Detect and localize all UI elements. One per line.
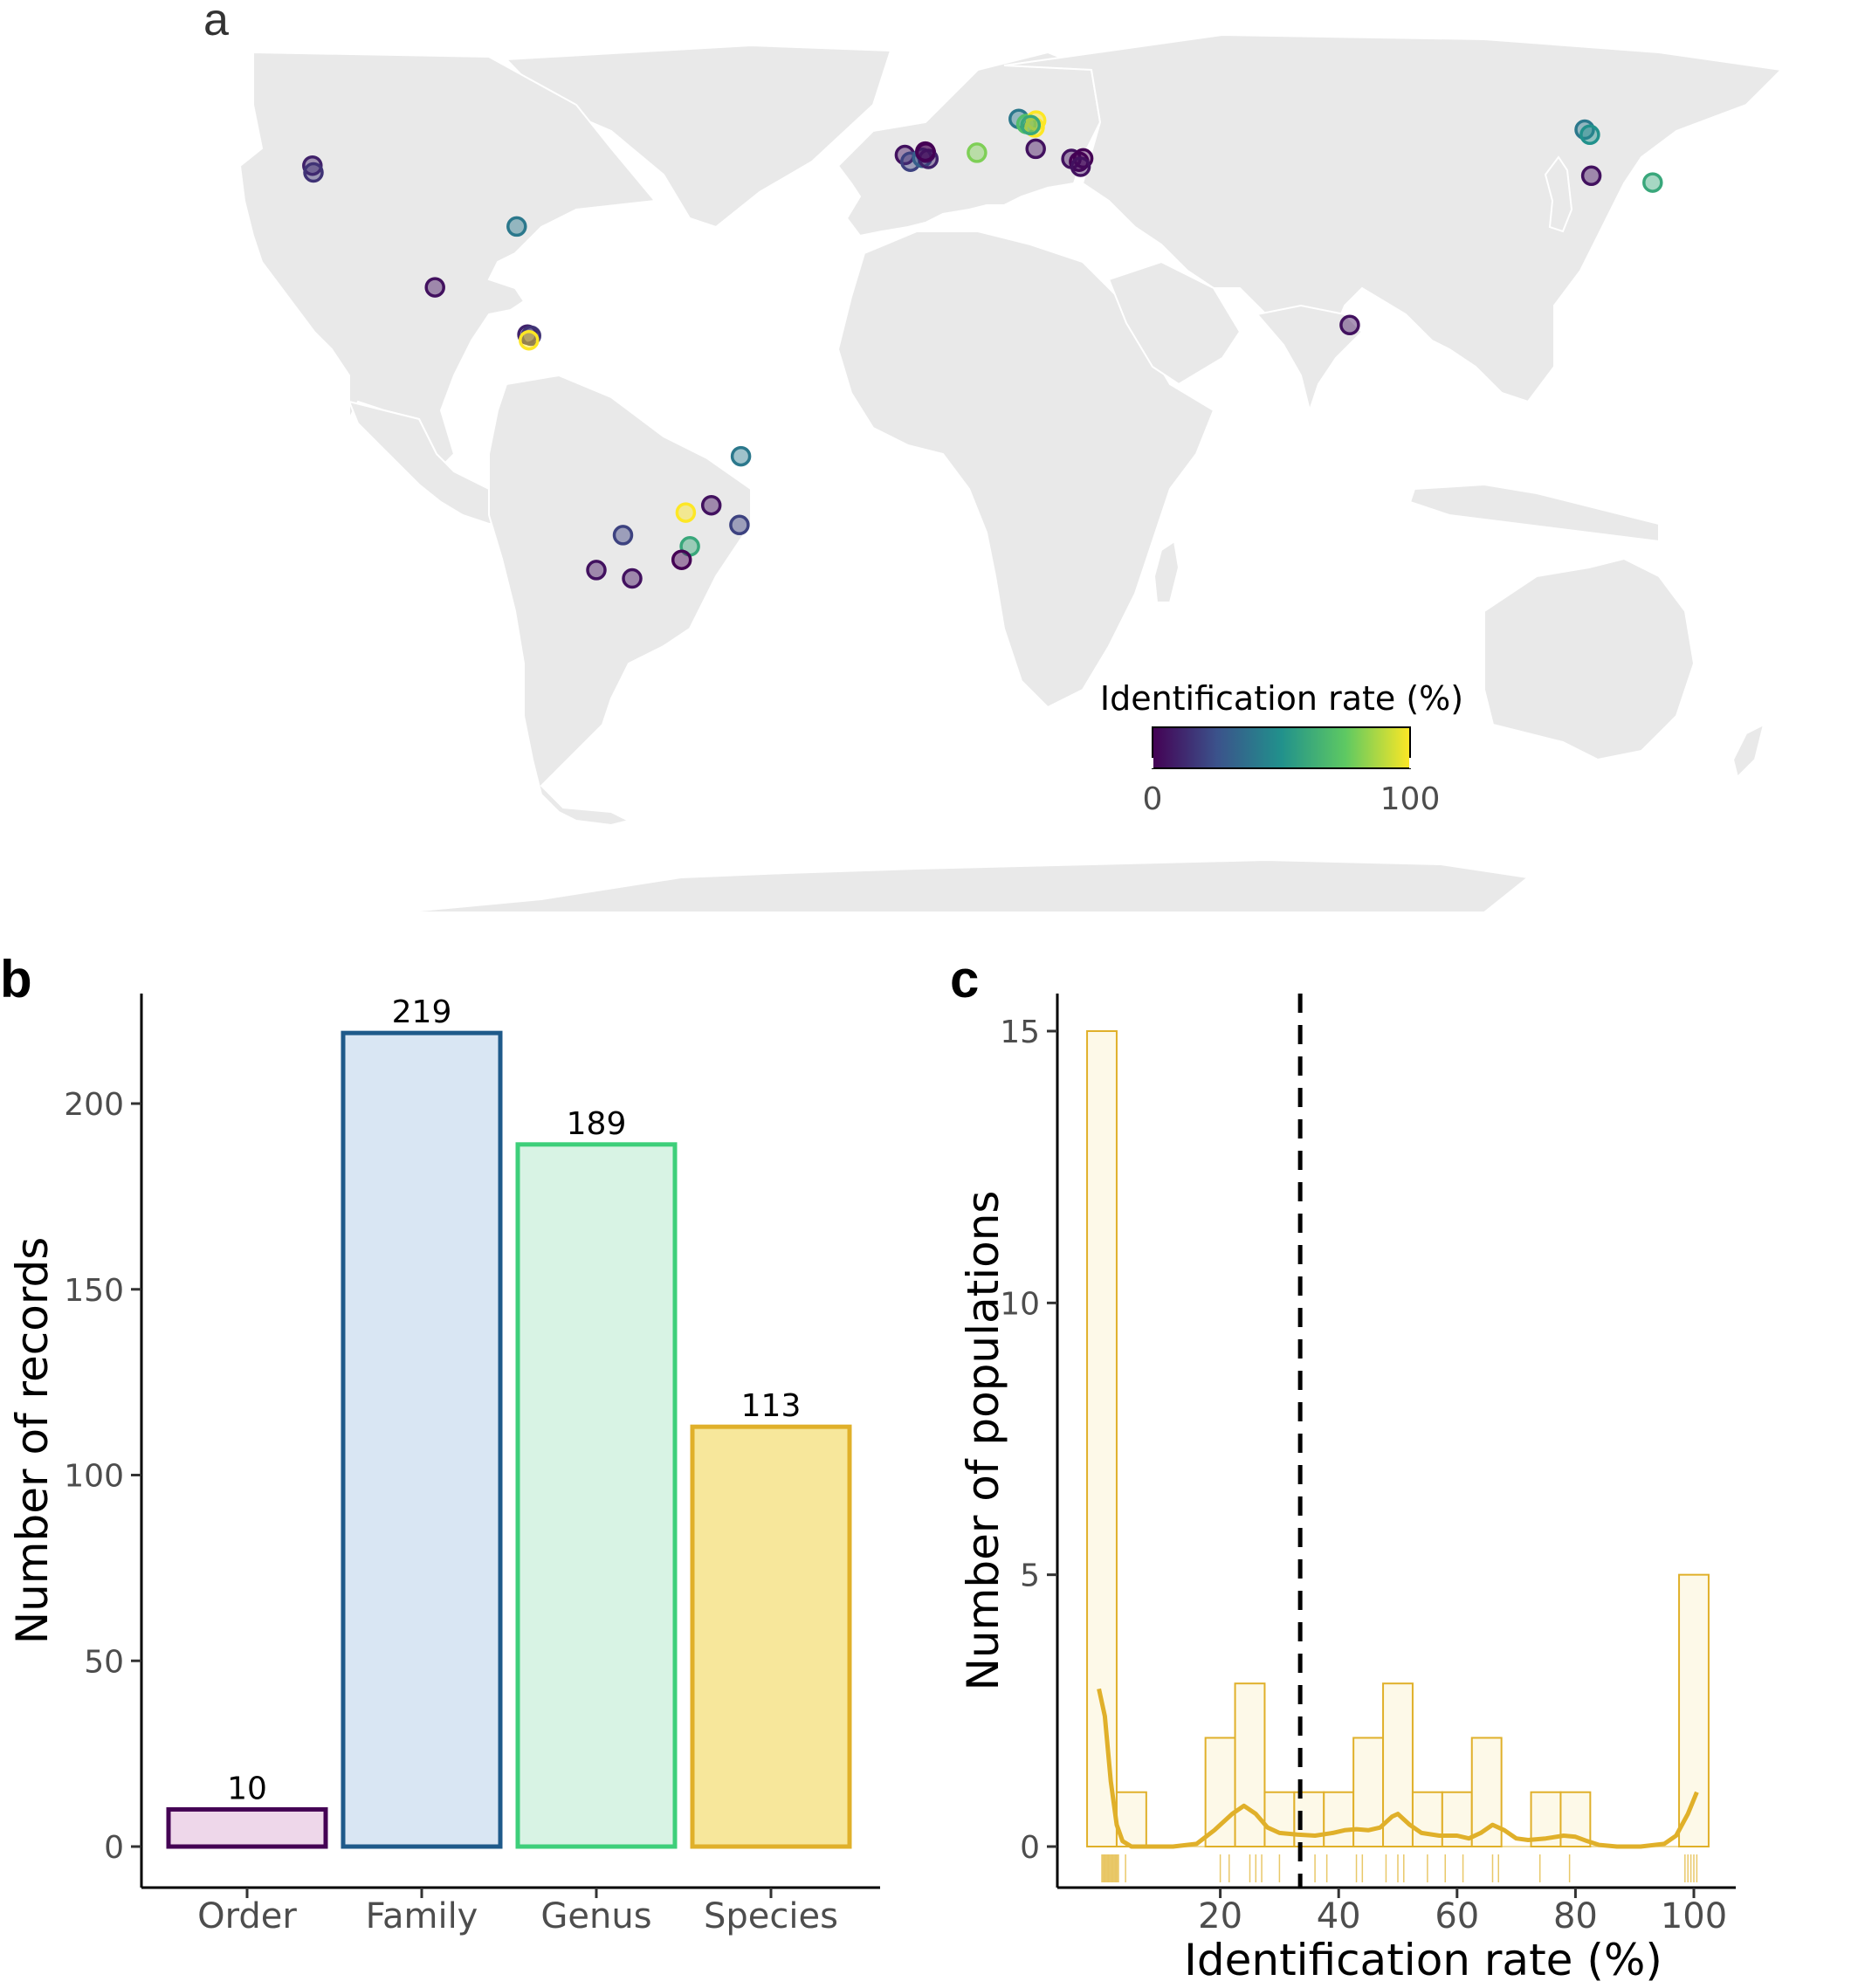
- x-tick-label-c: 40: [1317, 1896, 1361, 1936]
- y-axis-title-b: Number of records: [7, 1237, 58, 1645]
- histogram-bin: [1411, 1791, 1443, 1848]
- map-point: [302, 155, 323, 176]
- x-tick-label-b: Species: [704, 1896, 838, 1936]
- land-new-zealand: [1731, 723, 1765, 779]
- colorbar-max-label: 100: [1380, 781, 1441, 817]
- x-tick-label-c: 80: [1553, 1896, 1598, 1936]
- y-tick-label-c: 0: [1020, 1830, 1040, 1866]
- map-point: [612, 525, 634, 546]
- bar-order: [166, 1806, 328, 1849]
- y-tick-label-b: 200: [64, 1087, 124, 1123]
- map-point: [1580, 165, 1602, 187]
- map-point: [915, 141, 936, 162]
- bar-value-label: 189: [567, 1106, 627, 1142]
- map-point: [586, 560, 607, 581]
- histogram-bin: [1263, 1791, 1296, 1848]
- map-point: [1579, 124, 1600, 146]
- y-tick-label-b: 150: [64, 1273, 124, 1309]
- histogram-bin: [1678, 1573, 1710, 1847]
- rug-marks: [1101, 1854, 1698, 1882]
- map-point: [967, 142, 987, 163]
- histogram-panel: c Number of populations Identification r…: [950, 950, 1736, 1985]
- land-europe: [836, 51, 1102, 237]
- x-axis-title-c: Identification rate (%): [1184, 1935, 1662, 1985]
- y-axis-title-c: Number of populations: [958, 1191, 1008, 1691]
- map-point: [622, 568, 643, 589]
- panel-label-a: a: [203, 0, 229, 45]
- y-tick-label-b: 50: [84, 1644, 124, 1680]
- land-india: [1256, 304, 1364, 414]
- map-point: [1070, 156, 1091, 177]
- bar-value-label: 10: [227, 1771, 267, 1806]
- land-north-america: [238, 51, 657, 464]
- colorbar: [1152, 726, 1411, 769]
- map-point: [1020, 114, 1042, 136]
- map-point: [730, 445, 752, 467]
- world-land-masses: [238, 33, 1784, 913]
- bar-value-label: 219: [392, 994, 452, 1030]
- land-indonesia: [1408, 483, 1660, 543]
- land-madagascar: [1153, 540, 1180, 603]
- map-panel: a: [203, 0, 1784, 913]
- bar-species: [690, 1424, 852, 1849]
- map-point: [506, 216, 527, 237]
- map-point: [671, 549, 692, 570]
- panel-label-b: b: [0, 950, 32, 1008]
- density-curve: [1097, 1688, 1699, 1849]
- land-japan: [1544, 155, 1573, 233]
- axis-ticks-c: 0 5 10 15 20 40 60 80 100: [1000, 1015, 1727, 1936]
- colorbar-min-label: 0: [1143, 781, 1163, 817]
- land-arabia: [1107, 260, 1242, 386]
- y-tick-label-b: 100: [64, 1459, 124, 1495]
- land-africa: [836, 230, 1215, 709]
- x-tick-label-b: Family: [366, 1896, 478, 1936]
- map-point: [1642, 172, 1663, 193]
- colorbar-legend: Identification rate (%) 0 100: [1100, 679, 1463, 817]
- y-tick-label-c: 15: [1000, 1015, 1040, 1050]
- y-tick-label-b: 0: [104, 1830, 124, 1866]
- histogram-bin: [1323, 1791, 1355, 1848]
- x-tick-label-c: 60: [1435, 1896, 1479, 1936]
- panel-label-c: c: [950, 950, 979, 1008]
- map-point: [424, 277, 445, 298]
- map-point: [729, 514, 750, 536]
- histogram-bin: [1204, 1737, 1236, 1848]
- map-points: [302, 108, 1663, 589]
- histogram-bin: [1086, 1030, 1118, 1847]
- map-point: [700, 494, 722, 516]
- bars-b: 10 Order 219 Family 189 Genus 113 Species: [166, 994, 852, 1936]
- map-point: [303, 162, 324, 183]
- x-tick-label-b: Genus: [540, 1896, 651, 1936]
- y-ticks-b: 0 50 100 150 200: [64, 1087, 141, 1866]
- y-tick-label-c: 10: [1000, 1286, 1040, 1322]
- colorbar-title: Identification rate (%): [1100, 679, 1463, 718]
- map-point: [1025, 138, 1046, 160]
- x-tick-label-c: 100: [1661, 1896, 1727, 1936]
- land-antarctica: [401, 858, 1531, 913]
- land-australia: [1483, 557, 1696, 761]
- density-curve-group: [1097, 1688, 1699, 1849]
- bar-genus: [515, 1142, 678, 1849]
- map-point: [1339, 314, 1360, 336]
- land-south-america: [488, 374, 752, 827]
- y-tick-label-c: 5: [1020, 1558, 1040, 1594]
- bar-chart-panel: b Number of records 0 50 100 150 200 10 Order…: [0, 950, 880, 1936]
- map-point: [519, 329, 540, 351]
- x-tick-label-b: Order: [197, 1896, 297, 1936]
- map-point: [675, 502, 697, 523]
- bar-family: [341, 1030, 503, 1849]
- x-tick-label-c: 20: [1198, 1896, 1242, 1936]
- histogram-bins: [1086, 1030, 1710, 1848]
- bar-value-label: 113: [741, 1388, 802, 1424]
- land-greenland: [504, 44, 892, 229]
